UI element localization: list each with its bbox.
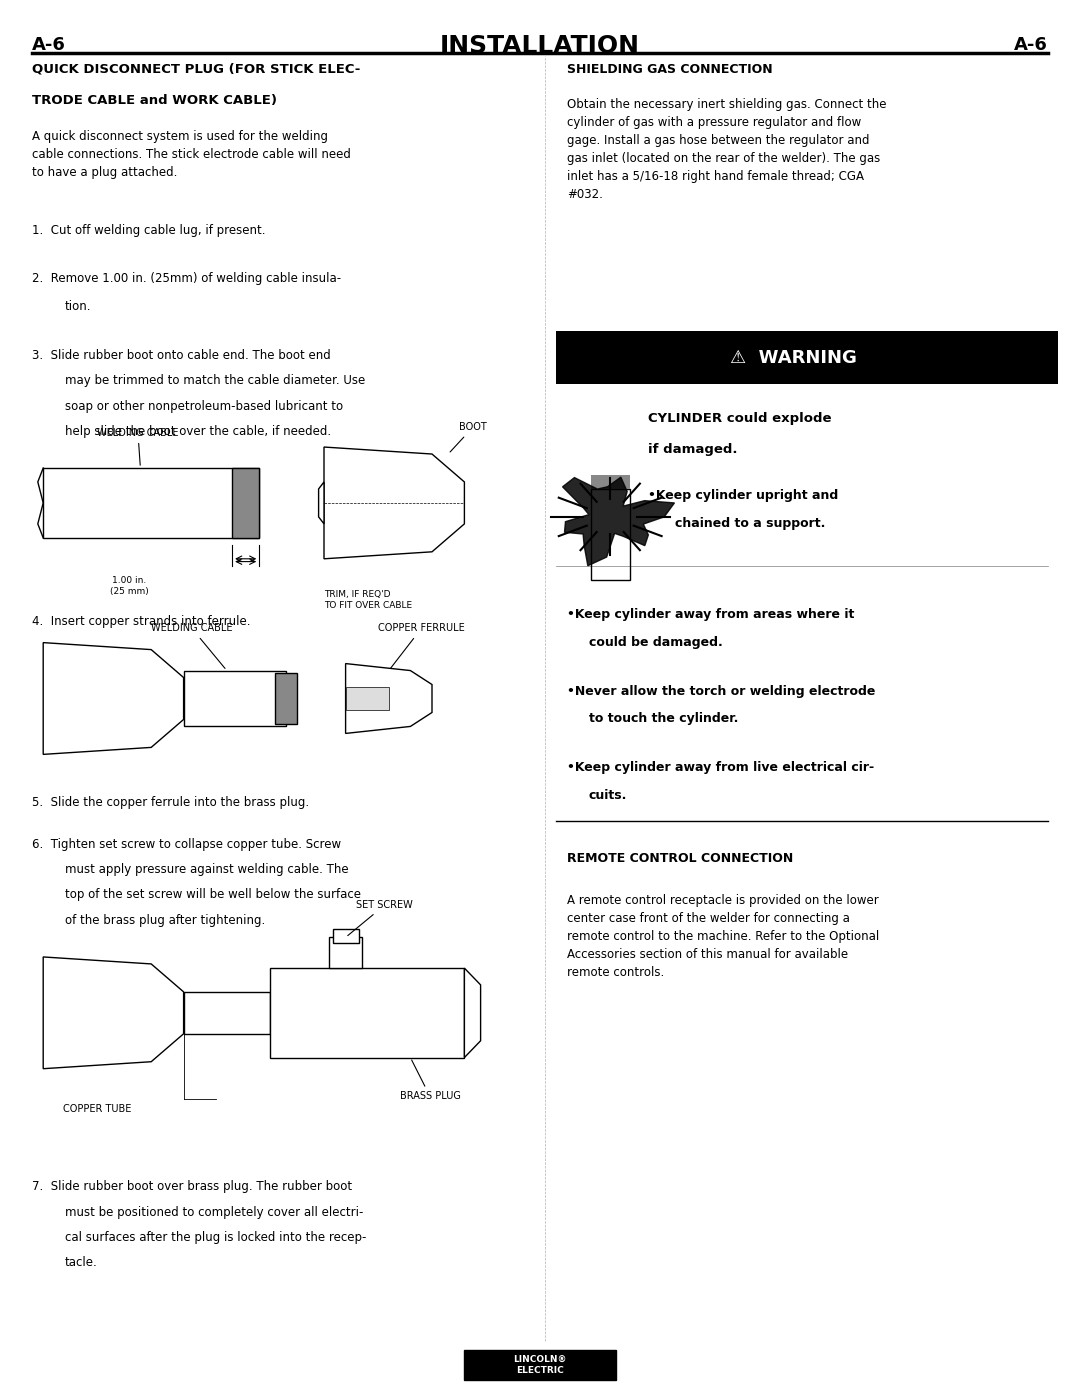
Text: •Never allow the torch or welding electrode: •Never allow the torch or welding electr… xyxy=(567,685,876,697)
Bar xyxy=(275,673,297,724)
Text: to touch the cylinder.: to touch the cylinder. xyxy=(589,712,738,725)
Bar xyxy=(591,489,630,580)
Text: INSTALLATION: INSTALLATION xyxy=(440,34,640,57)
Polygon shape xyxy=(324,447,464,559)
Text: must apply pressure against welding cable. The: must apply pressure against welding cabl… xyxy=(65,863,349,876)
Text: CYLINDER could explode: CYLINDER could explode xyxy=(648,412,832,425)
Bar xyxy=(43,468,259,538)
Text: REMOTE CONTROL CONNECTION: REMOTE CONTROL CONNECTION xyxy=(567,852,793,865)
Text: help slide the boot over the cable, if needed.: help slide the boot over the cable, if n… xyxy=(65,425,330,437)
Bar xyxy=(556,331,1058,384)
Text: •Keep cylinder away from areas where it: •Keep cylinder away from areas where it xyxy=(567,608,854,620)
Text: A quick disconnect system is used for the welding
cable connections. The stick e: A quick disconnect system is used for th… xyxy=(32,130,351,179)
Text: COPPER FERRULE: COPPER FERRULE xyxy=(378,623,464,668)
Text: may be trimmed to match the cable diameter. Use: may be trimmed to match the cable diamet… xyxy=(65,374,365,387)
Text: BOOT: BOOT xyxy=(450,422,487,453)
Text: 1.00 in.
(25 mm): 1.00 in. (25 mm) xyxy=(110,576,149,597)
Text: •Keep cylinder away from live electrical cir-: •Keep cylinder away from live electrical… xyxy=(567,761,874,774)
Text: 7.  Slide rubber boot over brass plug. The rubber boot: 7. Slide rubber boot over brass plug. Th… xyxy=(32,1180,352,1193)
Text: TRODE CABLE and WORK CABLE): TRODE CABLE and WORK CABLE) xyxy=(32,94,278,106)
Text: LINCOLN®
ELECTRIC: LINCOLN® ELECTRIC xyxy=(513,1355,567,1375)
Text: tion.: tion. xyxy=(65,300,92,313)
Bar xyxy=(333,929,359,943)
Text: chained to a support.: chained to a support. xyxy=(675,517,825,529)
Text: •Keep cylinder upright and: •Keep cylinder upright and xyxy=(648,489,838,502)
Text: BRASS PLUG: BRASS PLUG xyxy=(400,1060,460,1101)
Polygon shape xyxy=(464,968,481,1058)
Text: could be damaged.: could be damaged. xyxy=(589,636,723,648)
Text: soap or other nonpetroleum-based lubricant to: soap or other nonpetroleum-based lubrica… xyxy=(65,400,343,412)
Text: QUICK DISCONNECT PLUG (FOR STICK ELEC-: QUICK DISCONNECT PLUG (FOR STICK ELEC- xyxy=(32,63,361,75)
Text: A-6: A-6 xyxy=(1014,36,1048,54)
Bar xyxy=(184,992,270,1034)
Text: A-6: A-6 xyxy=(32,36,66,54)
Bar xyxy=(329,937,362,968)
Text: 3.  Slide rubber boot onto cable end. The boot end: 3. Slide rubber boot onto cable end. The… xyxy=(32,349,332,362)
Polygon shape xyxy=(346,664,432,733)
Text: 6.  Tighten set screw to collapse copper tube. Screw: 6. Tighten set screw to collapse copper … xyxy=(32,838,341,851)
Text: WELDING CABLE: WELDING CABLE xyxy=(151,623,232,668)
Polygon shape xyxy=(43,643,184,754)
Text: 5.  Slide the copper ferrule into the brass plug.: 5. Slide the copper ferrule into the bra… xyxy=(32,796,310,809)
Bar xyxy=(270,968,464,1058)
Text: SHIELDING GAS CONNECTION: SHIELDING GAS CONNECTION xyxy=(567,63,772,75)
Text: V205-T AC/DC TIG: V205-T AC/DC TIG xyxy=(478,1348,602,1361)
Text: 1.  Cut off welding cable lug, if present.: 1. Cut off welding cable lug, if present… xyxy=(32,224,266,236)
Bar xyxy=(346,687,389,710)
Bar xyxy=(232,468,259,538)
Text: WELDING CABLE: WELDING CABLE xyxy=(97,427,178,465)
Text: A remote control receptacle is provided on the lower
center case front of the we: A remote control receptacle is provided … xyxy=(567,894,879,979)
Text: SET SCREW: SET SCREW xyxy=(348,900,414,936)
Text: 2.  Remove 1.00 in. (25mm) of welding cable insula-: 2. Remove 1.00 in. (25mm) of welding cab… xyxy=(32,272,341,285)
Polygon shape xyxy=(319,482,324,524)
Text: if damaged.: if damaged. xyxy=(648,443,738,455)
Polygon shape xyxy=(563,478,674,566)
Bar xyxy=(591,475,630,489)
Text: tacle.: tacle. xyxy=(65,1256,97,1268)
Text: cal surfaces after the plug is locked into the recep-: cal surfaces after the plug is locked in… xyxy=(65,1231,366,1243)
Text: of the brass plug after tightening.: of the brass plug after tightening. xyxy=(65,914,265,926)
Text: ⚠  WARNING: ⚠ WARNING xyxy=(730,349,858,366)
Text: cuits.: cuits. xyxy=(589,789,627,802)
Polygon shape xyxy=(43,957,184,1069)
Text: Obtain the necessary inert shielding gas. Connect the
cylinder of gas with a pre: Obtain the necessary inert shielding gas… xyxy=(567,98,887,201)
Text: TRIM, IF REQ'D
TO FIT OVER CABLE: TRIM, IF REQ'D TO FIT OVER CABLE xyxy=(324,590,413,610)
Text: COPPER TUBE: COPPER TUBE xyxy=(63,1104,132,1113)
Text: top of the set screw will be well below the surface: top of the set screw will be well below … xyxy=(65,888,361,901)
Bar xyxy=(464,1350,616,1380)
Text: must be positioned to completely cover all electri-: must be positioned to completely cover a… xyxy=(65,1206,363,1218)
Bar xyxy=(184,671,286,726)
Text: 4.  Insert copper strands into ferrule.: 4. Insert copper strands into ferrule. xyxy=(32,615,251,627)
